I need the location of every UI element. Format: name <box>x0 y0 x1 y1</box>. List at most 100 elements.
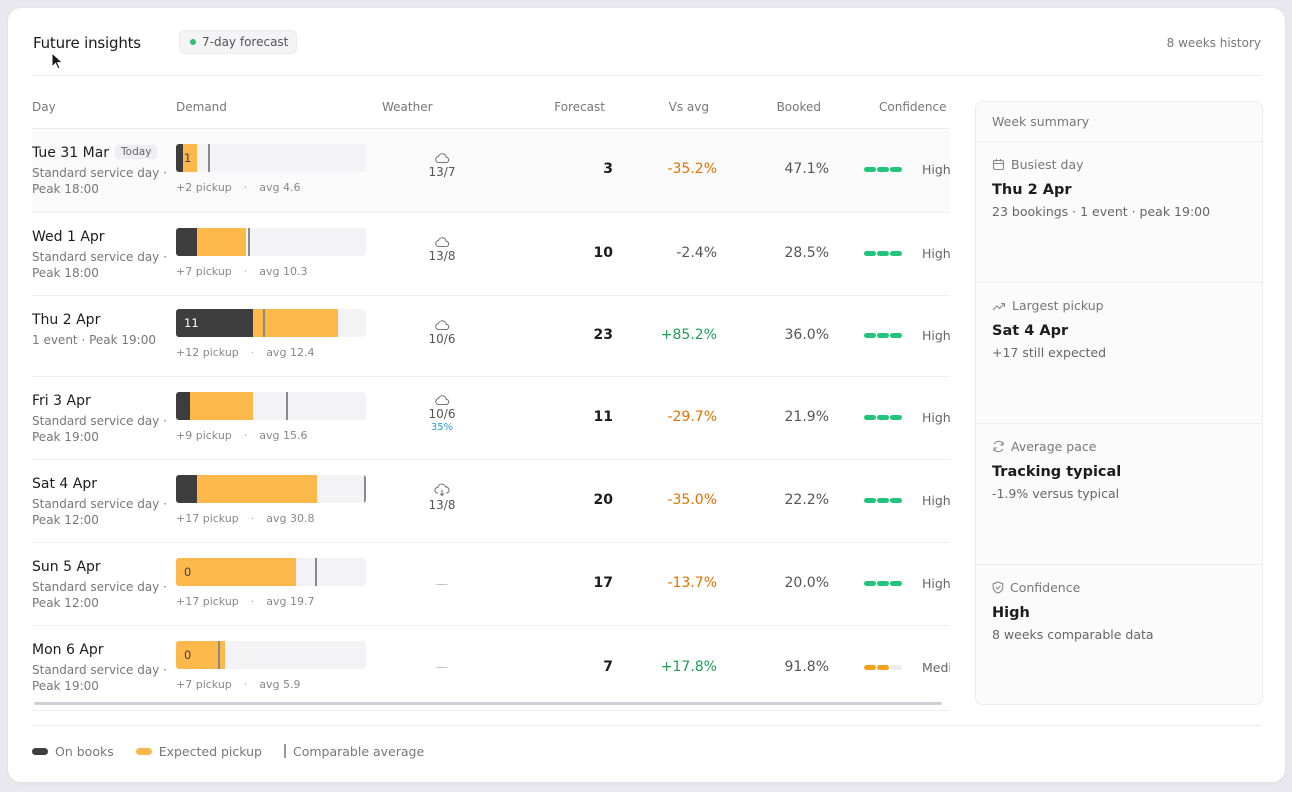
separator-dot: · <box>243 181 248 194</box>
separator-dot: · <box>250 512 255 525</box>
demand-detail: +17 pickup · avg 30.8 <box>176 512 315 525</box>
day-description: 1 event · Peak 19:00 <box>32 333 156 347</box>
summary-detail: 8 weeks comparable data <box>992 627 1154 642</box>
col-day[interactable]: Day <box>32 100 56 114</box>
confidence-cell: Medium <box>864 660 950 675</box>
on-books-value: 2 <box>184 399 192 413</box>
confidence-cell: High <box>864 410 950 425</box>
cloud-download-icon <box>434 483 450 497</box>
pickup-text: +17 pickup <box>176 595 239 608</box>
chart-legend: On books Expected pickup Comparable aver… <box>32 744 442 759</box>
cloud-icon <box>435 237 450 248</box>
weather-cell: — <box>412 660 472 674</box>
demand-bar[interactable]: 0 <box>176 641 366 669</box>
day-label: Sun 5 Apr <box>32 559 101 575</box>
on-books-segment <box>176 309 254 337</box>
temperature: 13/7 <box>428 165 456 179</box>
summary-label: Confidence <box>992 580 1246 595</box>
average-marker-swatch <box>283 744 286 758</box>
booked-value: 91.8% <box>784 659 829 675</box>
col-vs-avg[interactable]: Vs avg <box>668 100 709 114</box>
col-demand[interactable]: Demand <box>176 100 227 114</box>
demand-detail: +7 pickup · avg 10.3 <box>176 265 308 278</box>
summary-value: Sat 4 Apr <box>992 323 1069 339</box>
pickup-text: +12 pickup <box>176 346 239 359</box>
on-books-swatch <box>32 748 48 755</box>
avg-text: avg 4.6 <box>259 181 301 194</box>
summary-label-text: Largest pickup <box>1012 298 1104 313</box>
page-title: Future insights <box>33 34 141 52</box>
shield-check-icon <box>992 581 1004 594</box>
avg-text: avg 30.8 <box>266 512 315 525</box>
demand-bar[interactable]: 3 <box>176 228 366 256</box>
booked-value: 28.5% <box>784 245 829 261</box>
table-row[interactable]: Wed 1 Apr Standard service day · Peak 18… <box>32 213 950 296</box>
avg-text: avg 19.7 <box>266 595 315 608</box>
trending-up-icon <box>992 302 1006 311</box>
confidence-cell: High <box>864 576 950 591</box>
confidence-segment <box>864 415 876 420</box>
summary-label-text: Confidence <box>1010 580 1081 595</box>
confidence-segment <box>864 167 876 172</box>
refresh-icon <box>993 440 1004 453</box>
confidence-cell: High <box>864 328 950 343</box>
demand-bar[interactable]: 0 <box>176 558 366 586</box>
table-row[interactable]: Sat 4 Apr Standard service day · Peak 12… <box>32 460 950 543</box>
summary-section: Confidence High 8 weeks comparable data <box>976 565 1262 704</box>
summary-label: Largest pickup <box>992 298 1246 313</box>
summary-value: Thu 2 Apr <box>992 182 1072 198</box>
demand-bar[interactable]: 11 <box>176 309 366 337</box>
vs-avg-value: -35.0% <box>667 492 717 508</box>
horizontal-scrollbar[interactable] <box>32 701 950 707</box>
rain-chance: 35% <box>430 422 454 433</box>
booked-value: 36.0% <box>784 327 829 343</box>
table-row[interactable]: Thu 2 Apr 1 event · Peak 19:00 11 +12 pi… <box>32 296 950 377</box>
summary-label-text: Busiest day <box>1011 157 1084 172</box>
on-books-value: 0 <box>184 565 192 579</box>
day-description: Standard service day · Peak 12:00 <box>32 497 167 527</box>
demand-bar[interactable]: 3 <box>176 475 366 503</box>
future-insights-card: Future insights 7-day forecast 8 weeks h… <box>7 7 1286 783</box>
forecast-badge-label: 7-day forecast <box>202 35 289 49</box>
vs-avg-value: -35.2% <box>667 161 717 177</box>
col-confidence[interactable]: Confidence <box>879 100 947 114</box>
confidence-meter <box>864 415 902 420</box>
separator-dot: · <box>243 265 248 278</box>
weather-cell: 10/6 35% <box>412 394 472 433</box>
day-name: Thu 2 Apr <box>32 312 100 328</box>
legend-comparable-average: Comparable average <box>283 744 425 759</box>
table-row[interactable]: Mon 6 Apr Standard service day · Peak 19… <box>32 626 950 711</box>
summary-detail: 23 bookings · 1 event · peak 19:00 <box>992 204 1211 219</box>
day-name: Sun 5 Apr <box>32 559 101 575</box>
col-forecast[interactable]: Forecast <box>554 100 605 114</box>
status-dot-icon <box>190 39 196 45</box>
day-label: Tue 31 Mar <box>32 145 110 161</box>
demand-bar[interactable]: 2 <box>176 392 366 420</box>
demand-bar[interactable]: 1 <box>176 144 366 172</box>
confidence-segment <box>877 167 889 172</box>
confidence-segment <box>877 498 889 503</box>
pickup-segment <box>176 558 296 586</box>
temperature: 10/6 <box>428 407 456 421</box>
confidence-label: High <box>922 246 950 261</box>
booked-value: 47.1% <box>784 161 829 177</box>
pickup-segment <box>183 144 198 172</box>
table-row[interactable]: Fri 3 Apr Standard service day · Peak 19… <box>32 377 950 460</box>
vs-avg-value: -2.4% <box>676 245 717 261</box>
table-header: Day Demand Weather Forecast Vs avg Booke… <box>32 91 950 129</box>
scrollbar-thumb[interactable] <box>34 702 942 705</box>
forecast-value: 3 <box>603 161 613 177</box>
mouse-cursor-icon <box>51 52 64 70</box>
day-label: Thu 2 Apr <box>32 312 101 328</box>
day-name: Sat 4 Apr <box>32 476 97 492</box>
table-row[interactable]: Sun 5 Apr Standard service day · Peak 12… <box>32 543 950 626</box>
col-booked[interactable]: Booked <box>776 100 821 114</box>
confidence-segment <box>890 665 902 670</box>
col-weather[interactable]: Weather <box>382 100 433 114</box>
legend-comparable-average-label: Comparable average <box>292 744 425 759</box>
confidence-cell: High <box>864 246 950 261</box>
confidence-segment <box>890 498 902 503</box>
confidence-segment <box>864 498 876 503</box>
card-header: Future insights 7-day forecast 8 weeks h… <box>32 30 1261 54</box>
table-row[interactable]: Tue 31 Mar Today Standard service day · P… <box>32 129 950 213</box>
